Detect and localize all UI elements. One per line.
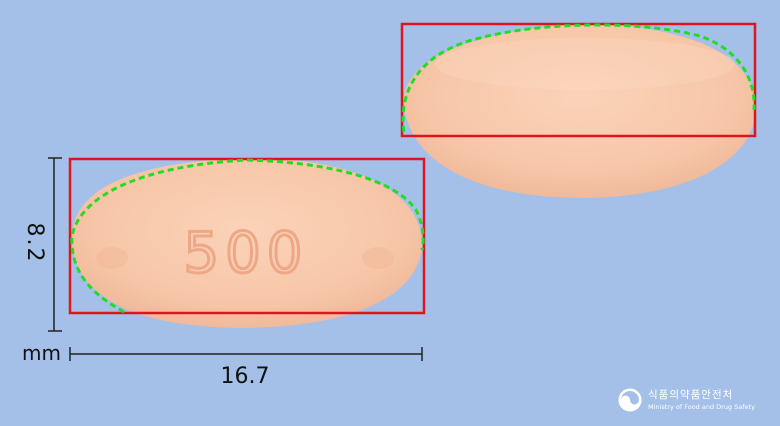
tablet-front-bounding-box — [68, 157, 426, 315]
tablet-front-body — [71, 158, 422, 328]
tablet-front-left-dimple — [96, 247, 128, 269]
unit-label: mm — [22, 341, 61, 365]
height-value: 8.2 — [22, 222, 47, 264]
logo-korean-name: 식품의약품안전처 — [648, 389, 734, 401]
logo-english-name: Ministry of Food and Drug Safety — [648, 402, 755, 411]
tablet-back — [400, 22, 757, 198]
tablet-front-right-dimple — [362, 247, 394, 269]
tablet-front-imprint: 500 — [184, 221, 309, 286]
tablet-back-highlight — [435, 38, 735, 90]
mfds-logo: 식품의약품안전처 Ministry of Food and Drug Safet… — [618, 386, 755, 414]
width-dimension-line — [69, 347, 423, 361]
tablet-back-contour — [401, 23, 756, 133]
tablet-front-contour — [70, 158, 425, 314]
mfds-emblem-icon — [618, 388, 642, 412]
tablet-front: 500 — [68, 157, 426, 328]
tablet-back-body — [403, 24, 756, 198]
width-value: 16.7 — [220, 364, 270, 389]
height-dimension-line — [48, 157, 62, 332]
